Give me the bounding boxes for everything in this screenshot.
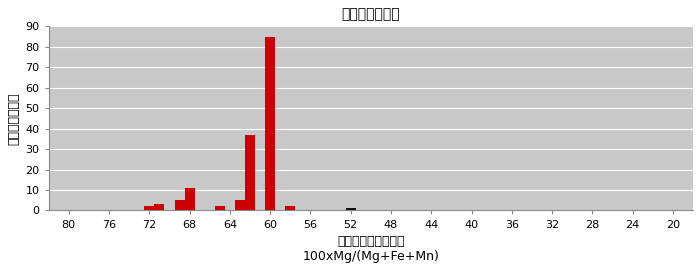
Bar [215,206,225,211]
Bar [346,208,356,211]
X-axis label: マグネシウムの濃度
100xMg/(Mg+Fe+Mn): マグネシウムの濃度 100xMg/(Mg+Fe+Mn) [302,235,440,263]
Bar [185,188,195,211]
Bar [265,36,275,211]
Bar [174,200,185,211]
Bar [144,206,155,211]
Bar [286,206,295,211]
Bar [245,135,255,211]
Bar [155,204,164,211]
Y-axis label: 分析した粒の数: 分析した粒の数 [7,92,20,145]
Title: 鵜川の斜方輝石: 鵜川の斜方輝石 [342,7,400,21]
Bar [235,200,245,211]
